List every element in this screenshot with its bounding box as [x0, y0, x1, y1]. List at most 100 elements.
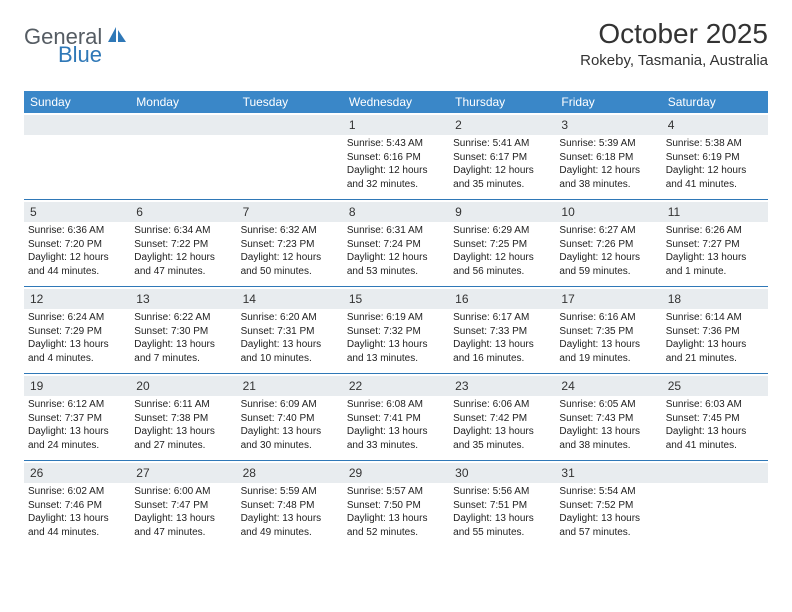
daylight-text: Daylight: 13 hours	[666, 251, 764, 265]
day-cell: 28Sunrise: 5:59 AMSunset: 7:48 PMDayligh…	[237, 461, 343, 547]
daylight-text: and 49 minutes.	[241, 526, 339, 540]
sunrise-text: Sunrise: 6:02 AM	[28, 485, 126, 499]
day-number: 2	[449, 115, 555, 135]
day-number: 3	[555, 115, 661, 135]
day-number: 6	[130, 202, 236, 222]
sunset-text: Sunset: 7:23 PM	[241, 238, 339, 252]
day-number: 27	[130, 463, 236, 483]
sunset-text: Sunset: 7:46 PM	[28, 499, 126, 513]
weekday-header-row: SundayMondayTuesdayWednesdayThursdayFrid…	[24, 91, 768, 113]
weekday-header: Sunday	[24, 91, 130, 113]
page-subtitle: Rokeby, Tasmania, Australia	[580, 52, 768, 69]
day-cell: 15Sunrise: 6:19 AMSunset: 7:32 PMDayligh…	[343, 287, 449, 373]
sunset-text: Sunset: 7:35 PM	[559, 325, 657, 339]
sunset-text: Sunset: 7:45 PM	[666, 412, 764, 426]
sunset-text: Sunset: 7:48 PM	[241, 499, 339, 513]
daylight-text: and 32 minutes.	[347, 178, 445, 192]
daylight-text: Daylight: 13 hours	[241, 338, 339, 352]
sunset-text: Sunset: 6:17 PM	[453, 151, 551, 165]
day-cell: 30Sunrise: 5:56 AMSunset: 7:51 PMDayligh…	[449, 461, 555, 547]
sunrise-text: Sunrise: 6:32 AM	[241, 224, 339, 238]
week-row: 1Sunrise: 5:43 AMSunset: 6:16 PMDaylight…	[24, 113, 768, 200]
daylight-text: and 35 minutes.	[453, 439, 551, 453]
weekday-header: Saturday	[662, 91, 768, 113]
sunrise-text: Sunrise: 6:31 AM	[347, 224, 445, 238]
weekday-header: Thursday	[449, 91, 555, 113]
day-number: 20	[130, 376, 236, 396]
week-row: 5Sunrise: 6:36 AMSunset: 7:20 PMDaylight…	[24, 200, 768, 287]
sunrise-text: Sunrise: 6:11 AM	[134, 398, 232, 412]
daylight-text: Daylight: 12 hours	[666, 164, 764, 178]
day-number: 25	[662, 376, 768, 396]
sunrise-text: Sunrise: 6:34 AM	[134, 224, 232, 238]
daylight-text: and 53 minutes.	[347, 265, 445, 279]
daylight-text: Daylight: 13 hours	[453, 512, 551, 526]
sunrise-text: Sunrise: 5:54 AM	[559, 485, 657, 499]
daylight-text: Daylight: 12 hours	[134, 251, 232, 265]
daylight-text: Daylight: 13 hours	[347, 425, 445, 439]
daylight-text: and 50 minutes.	[241, 265, 339, 279]
daylight-text: Daylight: 13 hours	[241, 512, 339, 526]
daylight-text: and 44 minutes.	[28, 265, 126, 279]
daylight-text: Daylight: 12 hours	[241, 251, 339, 265]
sunrise-text: Sunrise: 6:26 AM	[666, 224, 764, 238]
day-number: 8	[343, 202, 449, 222]
weeks-container: 1Sunrise: 5:43 AMSunset: 6:16 PMDaylight…	[24, 113, 768, 547]
daylight-text: and 38 minutes.	[559, 439, 657, 453]
daylight-text: and 4 minutes.	[28, 352, 126, 366]
day-number: 31	[555, 463, 661, 483]
sunset-text: Sunset: 7:26 PM	[559, 238, 657, 252]
daylight-text: Daylight: 13 hours	[347, 338, 445, 352]
day-cell: 2Sunrise: 5:41 AMSunset: 6:17 PMDaylight…	[449, 113, 555, 199]
logo-text-blue: Blue	[58, 42, 102, 67]
daylight-text: and 7 minutes.	[134, 352, 232, 366]
sunrise-text: Sunrise: 6:22 AM	[134, 311, 232, 325]
daylight-text: Daylight: 13 hours	[559, 338, 657, 352]
daylight-text: Daylight: 13 hours	[134, 512, 232, 526]
daylight-text: Daylight: 12 hours	[559, 251, 657, 265]
weekday-header: Friday	[555, 91, 661, 113]
daylight-text: and 30 minutes.	[241, 439, 339, 453]
day-cell: 14Sunrise: 6:20 AMSunset: 7:31 PMDayligh…	[237, 287, 343, 373]
sunset-text: Sunset: 7:36 PM	[666, 325, 764, 339]
daylight-text: Daylight: 13 hours	[559, 425, 657, 439]
day-cell: 18Sunrise: 6:14 AMSunset: 7:36 PMDayligh…	[662, 287, 768, 373]
sunset-text: Sunset: 7:25 PM	[453, 238, 551, 252]
daylight-text: Daylight: 12 hours	[453, 164, 551, 178]
day-cell: 13Sunrise: 6:22 AMSunset: 7:30 PMDayligh…	[130, 287, 236, 373]
day-number: 4	[662, 115, 768, 135]
day-number: 24	[555, 376, 661, 396]
daylight-text: Daylight: 12 hours	[347, 251, 445, 265]
sunset-text: Sunset: 6:19 PM	[666, 151, 764, 165]
title-block: October 2025 Rokeby, Tasmania, Australia	[580, 18, 768, 69]
sunset-text: Sunset: 7:52 PM	[559, 499, 657, 513]
empty-cell	[237, 113, 343, 199]
sunset-text: Sunset: 7:41 PM	[347, 412, 445, 426]
day-number: 26	[24, 463, 130, 483]
day-cell: 20Sunrise: 6:11 AMSunset: 7:38 PMDayligh…	[130, 374, 236, 460]
sunrise-text: Sunrise: 6:27 AM	[559, 224, 657, 238]
sunset-text: Sunset: 7:47 PM	[134, 499, 232, 513]
sunset-text: Sunset: 7:31 PM	[241, 325, 339, 339]
page-title: October 2025	[580, 18, 768, 50]
sunrise-text: Sunrise: 5:57 AM	[347, 485, 445, 499]
day-cell: 12Sunrise: 6:24 AMSunset: 7:29 PMDayligh…	[24, 287, 130, 373]
daylight-text: Daylight: 13 hours	[666, 425, 764, 439]
daylight-text: and 19 minutes.	[559, 352, 657, 366]
day-cell: 21Sunrise: 6:09 AMSunset: 7:40 PMDayligh…	[237, 374, 343, 460]
sunset-text: Sunset: 7:22 PM	[134, 238, 232, 252]
daylight-text: Daylight: 13 hours	[453, 338, 551, 352]
day-number: 12	[24, 289, 130, 309]
daylight-text: and 47 minutes.	[134, 526, 232, 540]
day-number: 13	[130, 289, 236, 309]
day-cell: 22Sunrise: 6:08 AMSunset: 7:41 PMDayligh…	[343, 374, 449, 460]
day-number: 5	[24, 202, 130, 222]
daylight-text: Daylight: 12 hours	[559, 164, 657, 178]
daylight-text: and 24 minutes.	[28, 439, 126, 453]
sunrise-text: Sunrise: 5:56 AM	[453, 485, 551, 499]
day-number: 16	[449, 289, 555, 309]
calendar: SundayMondayTuesdayWednesdayThursdayFrid…	[24, 91, 768, 547]
daylight-text: and 44 minutes.	[28, 526, 126, 540]
sunset-text: Sunset: 6:16 PM	[347, 151, 445, 165]
sunrise-text: Sunrise: 6:16 AM	[559, 311, 657, 325]
